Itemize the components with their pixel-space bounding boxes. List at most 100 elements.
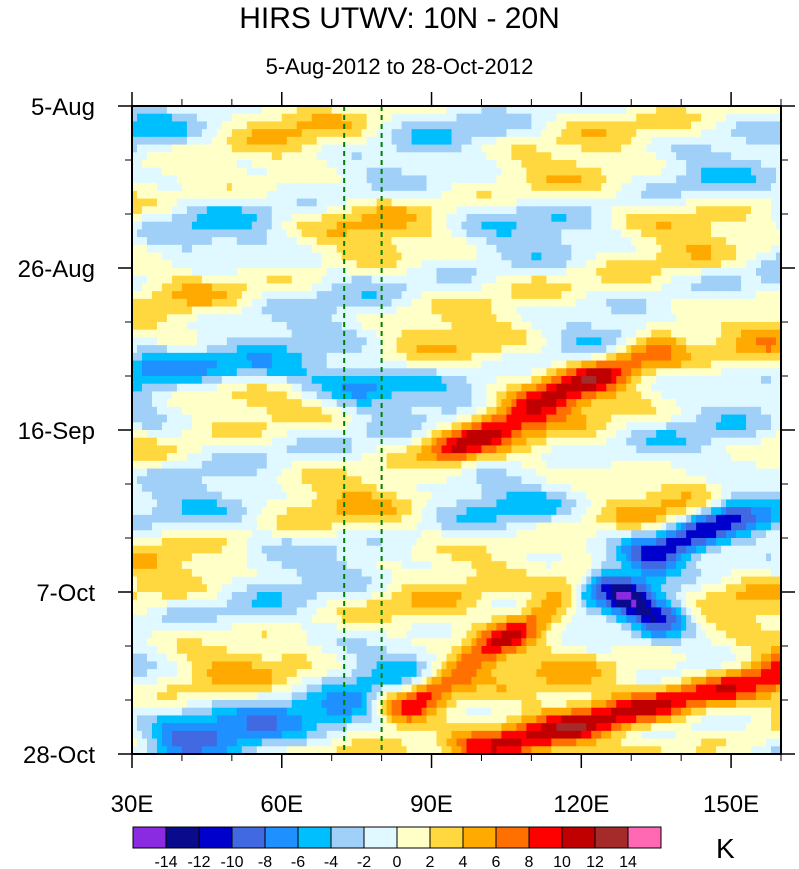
field-cell [771,368,777,377]
field-cell [576,298,582,308]
field-cell [471,337,478,346]
field-cell [446,306,453,315]
field-cell [591,322,597,331]
field-cell [171,136,178,146]
field-cell [536,337,542,346]
field-cell [451,106,458,115]
field-cell [171,314,178,323]
field-cell [426,345,433,354]
field-cell [496,175,503,184]
field-cell [301,275,308,285]
field-cell [526,360,532,369]
field-cell [291,167,298,177]
field-cell [436,383,443,393]
field-cell [266,329,273,339]
field-cell [461,136,468,146]
field-cell [561,352,567,362]
field-cell [571,306,577,315]
field-cell [546,229,552,238]
field-cell [511,136,518,146]
field-cell [381,260,388,269]
field-cell [771,121,777,130]
field-cell [271,345,278,354]
field-cell [731,337,737,346]
field-cell [546,352,552,362]
field-cell [431,152,438,161]
field-cell [671,221,677,231]
field-cell [406,221,413,231]
field-cell [381,121,388,130]
field-cell [511,368,518,377]
field-cell [296,206,303,215]
field-cell [596,221,602,231]
field-cell [511,329,518,339]
field-cell [151,106,158,115]
field-cell [321,175,328,184]
field-cell [701,136,707,146]
field-cell [581,298,587,308]
field-cell [681,175,687,184]
field-cell [186,252,193,261]
field-cell [681,360,687,369]
field-cell [416,291,423,300]
field-cell [241,244,248,254]
field-cell [166,291,173,300]
field-cell [731,167,737,177]
field-cell [311,268,318,277]
field-cell [641,229,647,238]
field-cell [681,121,687,130]
field-cell [151,368,158,377]
field-cell [241,214,248,223]
field-cell [516,291,522,300]
field-cell [621,329,627,339]
field-cell [566,314,572,323]
field-cell [516,337,522,346]
field-cell [466,298,473,308]
field-cell [701,106,707,115]
field-cell [651,206,657,215]
field-cell [201,260,208,269]
field-cell [566,345,572,354]
field-cell [376,229,383,238]
field-cell [526,291,532,300]
field-cell [276,260,283,269]
field-cell [451,306,458,315]
field-cell [681,329,687,339]
field-cell [771,244,777,254]
field-cell [521,229,527,238]
field-cell [686,391,692,400]
field-cell [731,183,737,192]
field-cell [396,113,403,123]
field-cell [531,152,537,161]
field-cell [566,144,572,153]
field-cell [636,345,642,354]
field-cell [546,221,552,231]
field-cell [291,360,298,369]
field-cell [446,190,453,200]
field-cell [506,337,513,346]
field-cell [132,190,138,200]
field-cell [286,190,293,200]
field-cell [526,283,532,292]
field-cell [321,352,328,362]
field-cell [531,329,537,339]
field-cell [486,283,493,292]
field-cell [291,352,298,362]
field-cell [431,260,438,269]
field-cell [361,345,368,354]
field-cell [606,229,612,238]
field-cell [631,306,637,315]
field-cell [491,206,498,215]
field-cell [246,329,253,339]
field-cell [756,152,762,161]
field-cell [526,167,532,177]
field-cell [346,229,353,238]
field-cell [381,237,388,246]
field-cell [556,298,562,308]
field-cell [541,206,547,215]
field-cell [201,237,208,246]
field-cell [561,206,567,215]
field-cell [681,314,687,323]
field-cell [336,368,343,377]
field-cell [351,121,358,130]
